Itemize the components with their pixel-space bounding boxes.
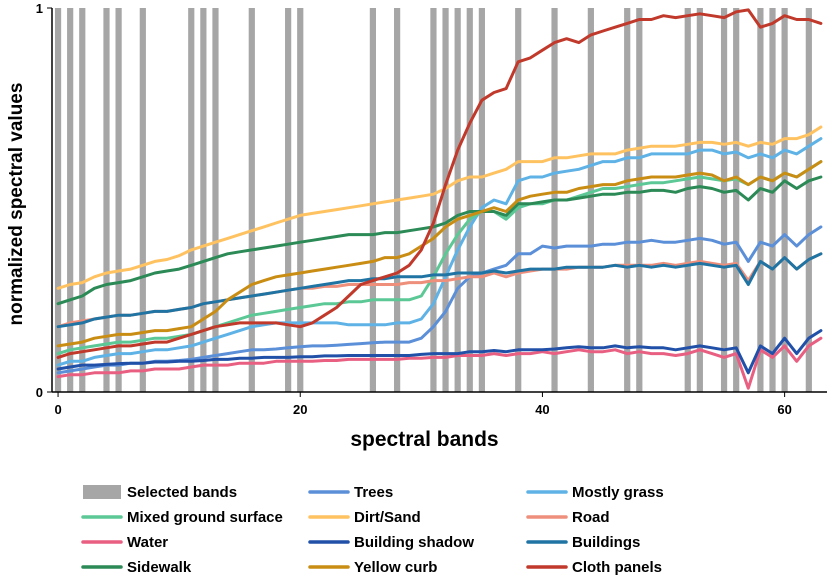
legend-item-road: Road: [526, 509, 610, 526]
selected-band-16: [248, 8, 255, 392]
series-line-cloth-panels: [56, 8, 823, 359]
selected-band-60: [781, 8, 788, 392]
y-tick-label-1: 1: [36, 1, 43, 16]
legend-item-buildings: Buildings: [526, 534, 640, 551]
selected-band-31: [430, 8, 437, 392]
series-line-mostly-grass: [56, 137, 823, 367]
x-tick-label-60: 60: [777, 402, 791, 417]
legend-label-selected-bands: Selected bands: [127, 484, 237, 501]
selected-band-35: [478, 8, 485, 392]
series-line-sidewalk: [56, 175, 823, 306]
series-line-dirt-sand: [56, 125, 823, 290]
legend-label-sidewalk: Sidewalk: [127, 559, 192, 576]
legend-label-building-shadow: Building shadow: [354, 534, 474, 551]
legend-item-selected-bands: Selected bands: [83, 484, 237, 501]
selected-band-33: [454, 8, 461, 392]
selected-band-12: [200, 8, 207, 392]
selected-band-13: [212, 8, 219, 392]
axes-layer: 0 20 40 60 0 1 spectral bands normalized spectr…: [6, 1, 827, 451]
selected-band-7: [139, 8, 146, 392]
selected-band-11: [188, 8, 195, 392]
y-tick-label-0: 0: [36, 385, 43, 400]
selected-band-4: [103, 8, 110, 392]
legend-item-trees: Trees: [308, 484, 393, 501]
selected-band-2: [79, 8, 86, 392]
selected-band-44: [587, 8, 594, 392]
selected-band-20: [297, 8, 304, 392]
selected-band-1: [67, 8, 74, 392]
selected-band-47: [624, 8, 631, 392]
selected-band-56: [733, 8, 740, 392]
legend-item-dirt-sand: Dirt/Sand: [308, 509, 421, 526]
selected-band-62: [805, 8, 812, 392]
legend-item-building-shadow: Building shadow: [308, 534, 474, 551]
selected-band-34: [466, 8, 473, 392]
selected-band-52: [684, 8, 691, 392]
legend-label-buildings: Buildings: [572, 534, 640, 551]
selected-band-53: [696, 8, 703, 392]
legend-label-dirt-sand: Dirt/Sand: [354, 509, 421, 526]
legend-item-water: Water: [81, 534, 168, 551]
selected-band-32: [442, 8, 449, 392]
x-tick-label-0: 0: [54, 402, 61, 417]
selected-band-48: [636, 8, 643, 392]
legend-item-yellow-curb: Yellow curb: [308, 559, 437, 576]
legend-label-water: Water: [127, 534, 168, 551]
legend-label-mixed-ground-surface: Mixed ground surface: [127, 509, 283, 526]
series-line-buildings: [56, 252, 823, 329]
legend-label-yellow-curb: Yellow curb: [354, 559, 437, 576]
selected-band-55: [720, 8, 728, 392]
selected-band-58: [757, 8, 764, 392]
legend: Selected bands Trees Mostly grass Mixed gro…: [81, 484, 664, 576]
series-layer: [56, 8, 823, 390]
legend-label-road: Road: [572, 509, 610, 526]
selected-bands-layer: [54, 8, 812, 392]
legend-label-mostly-grass: Mostly grass: [572, 484, 664, 501]
legend-item-cloth-panels: Cloth panels: [526, 559, 662, 576]
legend-item-mixed-ground-surface: Mixed ground surface: [81, 509, 283, 526]
series-line-building-shadow: [56, 329, 823, 375]
legend-item-mostly-grass: Mostly grass: [526, 484, 664, 501]
selected-band-19: [285, 8, 292, 392]
y-axis-title: normalized spectral values: [6, 83, 27, 326]
selected-band-59: [769, 8, 776, 392]
legend-label-cloth-panels: Cloth panels: [572, 559, 662, 576]
series-line-water: [56, 336, 823, 390]
x-tick-label-40: 40: [535, 402, 549, 417]
x-tick-label-20: 20: [293, 402, 307, 417]
selected-band-5: [115, 8, 122, 392]
selected-band-26: [369, 8, 376, 392]
legend-label-trees: Trees: [354, 484, 393, 501]
x-axis-title: spectral bands: [350, 428, 498, 451]
series-line-yellow-curb: [56, 160, 823, 348]
selected-band-0: [54, 8, 62, 392]
legend-swatch-selected-bands: [83, 485, 121, 499]
legend-item-sidewalk: Sidewalk: [81, 559, 192, 576]
